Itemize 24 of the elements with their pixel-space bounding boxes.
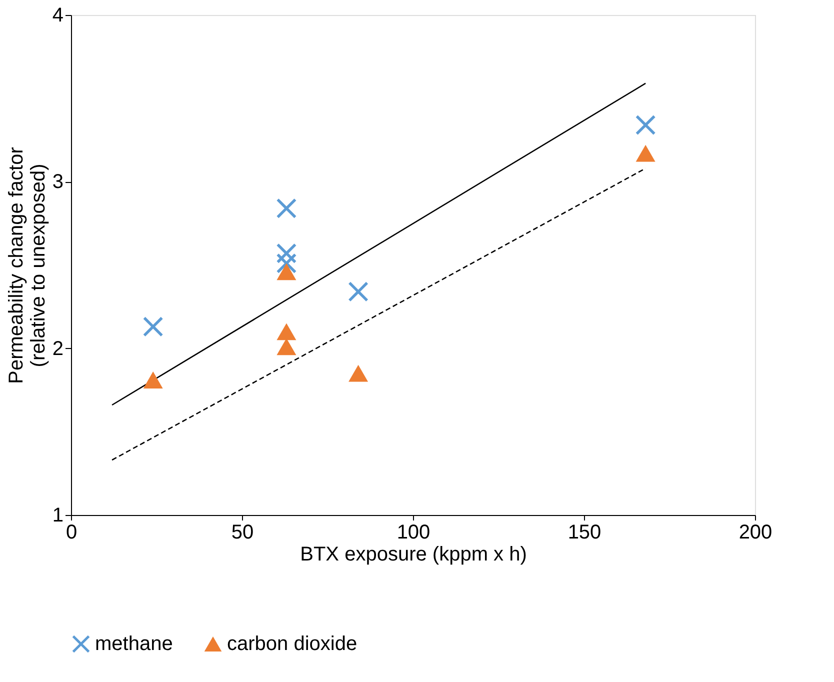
y-tick-label: 4 [52,4,64,26]
point [276,198,296,218]
point [276,323,296,340]
point [276,338,296,356]
point [348,364,368,382]
point [276,254,296,274]
point [276,263,296,280]
y-tick-label: 1 [52,504,64,526]
x-tick-label: 150 [568,522,602,544]
legend-label: carbon dioxide [227,633,358,655]
point [348,282,368,302]
x-tick-label: 100 [396,522,430,544]
point [636,144,656,162]
y-tick-label: 3 [52,171,64,194]
x-tick-label: 50 [231,522,254,544]
point [143,316,163,336]
y-tick-label: 2 [52,338,64,360]
point [636,115,656,135]
x-axis-title: BTX exposure (kppm x h) [300,544,527,566]
point [143,372,163,388]
legend-label: methane [95,633,173,655]
x-tick-label: 0 [66,522,78,544]
x-tick-label: 200 [738,522,772,544]
y-axis-title: Permeability change factor (relative to unexposed) [5,146,50,384]
